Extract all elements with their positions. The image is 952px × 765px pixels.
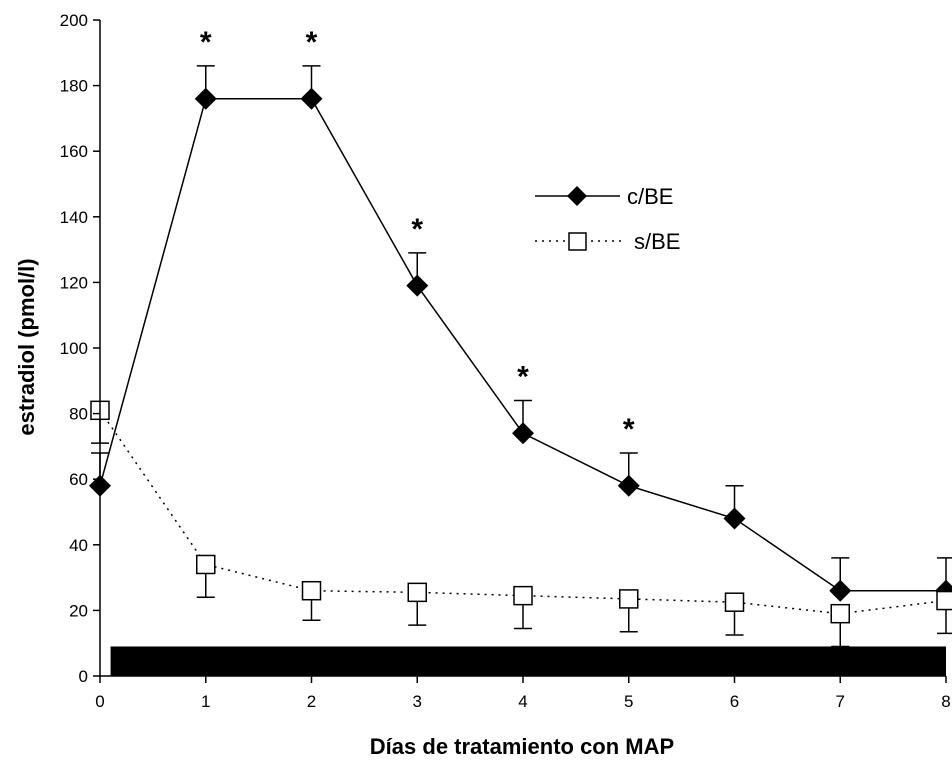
y-tick-label: 80 [69, 405, 88, 424]
treatment-bar-layer [110, 646, 946, 676]
y-tick-label: 180 [60, 77, 88, 96]
significance-star: * [200, 26, 212, 59]
data-point-s-be [407, 582, 427, 603]
y-tick-label: 20 [69, 601, 88, 620]
data-point-s-be [196, 554, 216, 575]
treatment-bar [110, 646, 946, 676]
data-point-s-be [724, 592, 745, 612]
x-tick-label: 5 [624, 692, 633, 711]
y-tick-label: 140 [60, 208, 88, 227]
x-tick-label: 8 [941, 692, 950, 711]
significance-star: * [517, 360, 529, 393]
x-tick-label: 3 [413, 692, 422, 711]
x-tick-label: 1 [201, 692, 210, 711]
y-tick-label: 200 [60, 11, 88, 30]
y-axis-title: estradiol (pmol/l) [14, 258, 39, 435]
y-tick-label: 0 [79, 667, 88, 686]
axes: 0 20 40 60 80 100 120 140 160 180 200 0 1 2 3 4 5 6 7 8 [60, 11, 951, 711]
significance-star: * [306, 26, 318, 59]
data-point-c-be [300, 87, 323, 110]
y-tick-label: 160 [60, 142, 88, 161]
data-point-c-be [723, 507, 746, 530]
x-tick-label: 0 [95, 692, 104, 711]
x-axis-title: Días de tratamiento con MAP [370, 734, 674, 759]
x-tick-label: 4 [518, 692, 527, 711]
legend: c/BE s/BE [535, 184, 680, 254]
data-point-s-be [301, 580, 322, 601]
y-tick-label: 120 [60, 273, 88, 292]
data-point-s-be [513, 585, 533, 606]
legend-marker-s-be [568, 232, 587, 251]
data-point-c-be [406, 274, 429, 297]
legend-marker-c-be [567, 186, 587, 206]
x-tick-label: 7 [836, 692, 845, 711]
significance-star: * [623, 413, 635, 446]
legend-label-s-be: s/BE [634, 229, 680, 254]
series-line-c-be [99, 97, 946, 592]
data-point-c-be [512, 422, 534, 445]
x-tick-label: 6 [730, 692, 739, 711]
data-point-c-be [829, 579, 852, 602]
series-layer [89, 65, 952, 648]
significance-star: * [411, 213, 423, 246]
data-point-s-be [830, 603, 850, 624]
data-point-c-be [617, 474, 640, 497]
y-tick-label: 40 [69, 536, 88, 555]
data-point-c-be [194, 87, 217, 110]
legend-label-c-be: c/BE [627, 184, 673, 209]
data-point-s-be [619, 589, 639, 609]
significance-markers: * * * * * [200, 26, 635, 446]
data-point-s-be [936, 590, 952, 611]
y-tick-label: 60 [69, 470, 88, 489]
x-tick-label: 2 [307, 692, 316, 711]
y-tick-label: 100 [60, 339, 88, 358]
